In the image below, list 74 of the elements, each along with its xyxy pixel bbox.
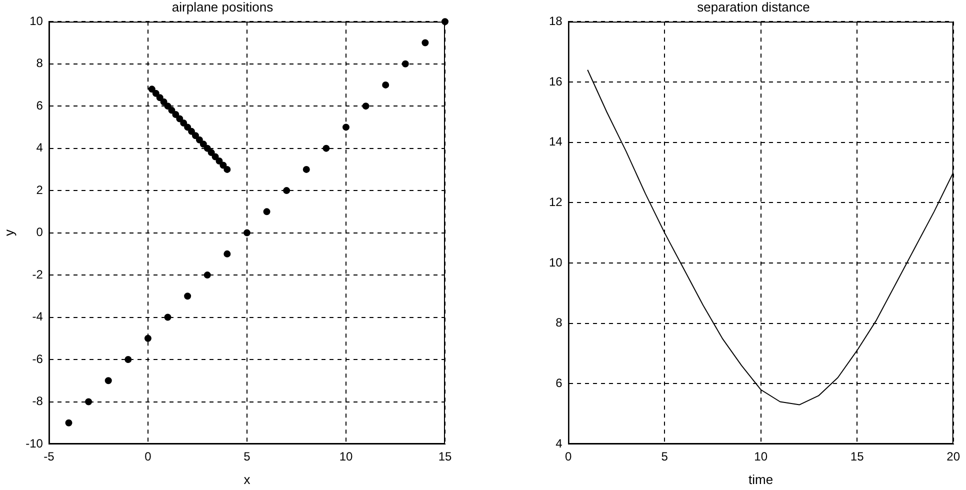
point	[65, 419, 72, 426]
x-axis-title: x	[244, 472, 251, 487]
y-tick-label: -10	[26, 436, 44, 450]
chart-title: airplane positions	[172, 0, 274, 14]
y-tick-label: 14	[548, 134, 563, 149]
point	[302, 166, 310, 173]
point	[196, 136, 203, 144]
x-axis-title: time	[748, 472, 774, 487]
point	[104, 377, 112, 384]
y-axis-title: y	[1, 229, 16, 236]
point	[164, 314, 172, 321]
y-tick-label: 12	[548, 194, 563, 209]
point	[156, 94, 164, 102]
point	[243, 229, 250, 236]
point	[184, 124, 192, 131]
y-tick-label: 8	[36, 56, 44, 70]
point	[208, 149, 215, 156]
y-tick-label: 16	[548, 74, 563, 88]
point	[148, 86, 156, 93]
point	[283, 187, 290, 194]
y-tick-label: 6	[556, 376, 563, 390]
point	[422, 39, 429, 46]
point	[212, 153, 219, 160]
x-tick-label: 5	[244, 450, 251, 464]
point	[176, 115, 184, 122]
point	[216, 157, 223, 164]
x-tick-label: 0	[565, 450, 572, 464]
y-tick-label: 4	[556, 436, 563, 450]
point	[164, 102, 172, 110]
y-tick-label: -8	[32, 394, 44, 408]
y-tick-label: 4	[36, 140, 44, 155]
point	[402, 60, 409, 68]
y-tick-label: 8	[556, 316, 563, 330]
y-tick-label: -2	[32, 267, 44, 282]
point	[224, 166, 231, 173]
x-tick-label: 15	[850, 450, 864, 464]
x-tick-label: 5	[661, 450, 668, 464]
y-tick-label: 18	[548, 14, 563, 28]
point	[184, 292, 192, 300]
x-tick-label: 15	[438, 450, 452, 464]
y-tick-label: 0	[36, 225, 44, 240]
point	[204, 144, 211, 152]
point	[382, 81, 390, 88]
point	[263, 208, 270, 216]
x-tick-label: 10	[754, 450, 768, 464]
y-tick-label: 10	[548, 255, 563, 270]
point	[124, 356, 132, 364]
y-tick-label: -4	[32, 310, 44, 324]
point	[144, 334, 152, 342]
point	[342, 124, 350, 131]
x-tick-label: -5	[44, 450, 55, 464]
y-tick-label: 6	[36, 98, 44, 112]
point	[200, 140, 207, 148]
y-tick-label: 10	[30, 14, 44, 28]
point	[442, 18, 448, 26]
point	[224, 250, 231, 258]
y-tick-label: 2	[36, 182, 44, 197]
x-tick-label: 0	[144, 450, 152, 464]
point	[172, 111, 180, 118]
x-tick-label: 20	[946, 450, 960, 464]
point	[204, 272, 211, 279]
x-tick-label: 10	[339, 450, 353, 464]
point	[85, 398, 92, 406]
chart-title: separation distance	[697, 0, 810, 14]
point	[362, 102, 370, 110]
point	[188, 128, 196, 135]
point	[322, 144, 330, 152]
y-tick-label: -6	[32, 352, 44, 366]
point	[152, 90, 160, 97]
point	[180, 119, 188, 126]
point	[220, 162, 227, 169]
point	[160, 98, 168, 106]
point	[192, 132, 199, 140]
point	[168, 106, 176, 114]
